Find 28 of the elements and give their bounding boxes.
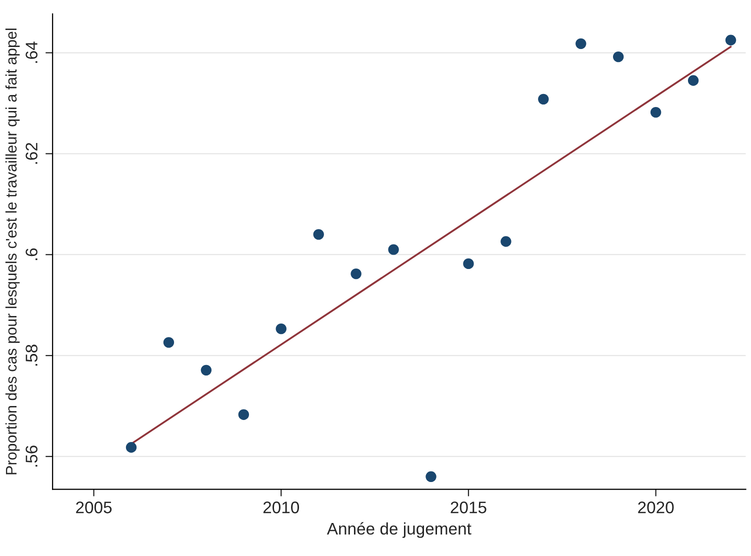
point (650, 106, 662, 118)
x-tick-label: 2010 (263, 502, 300, 514)
point (576, 38, 586, 50)
point (200, 364, 212, 376)
x-tick-label: 2020 (638, 502, 674, 514)
point (612, 51, 624, 62)
x-axis-title: Année de jugement (326, 522, 472, 538)
y-axis-title: Proportion des cas pour lesquels c'est le travailleur qui a fait appel (5, 28, 20, 474)
point (500, 236, 512, 247)
point (313, 229, 324, 240)
y-tick-label: .64 (26, 42, 38, 63)
point (688, 75, 699, 86)
point (426, 471, 436, 482)
y-tick-label: .56 (26, 446, 38, 467)
y-tick-label: .58 (26, 344, 38, 366)
point (276, 323, 286, 334)
point (725, 34, 736, 46)
point (126, 442, 137, 453)
point (388, 244, 399, 255)
point (350, 268, 362, 280)
x-tick-label: 2005 (76, 502, 112, 514)
point (463, 258, 474, 270)
y-tick-label: .6 (26, 248, 38, 260)
point (538, 94, 549, 105)
x-tick-label: 2015 (450, 502, 486, 514)
y-tick-label: .62 (26, 142, 38, 164)
point (238, 409, 250, 420)
point (163, 337, 174, 348)
